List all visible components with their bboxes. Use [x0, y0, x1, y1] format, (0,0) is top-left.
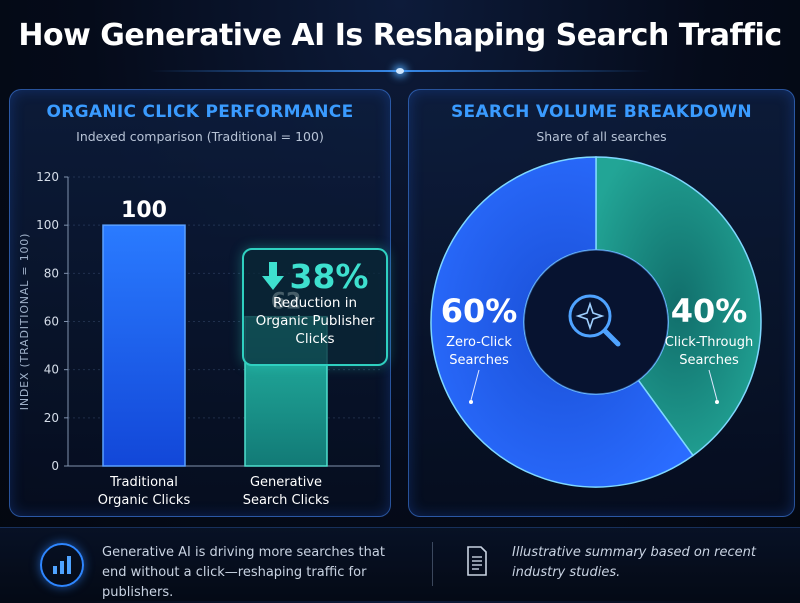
bar-value-label: 100: [121, 198, 167, 223]
callout-text: Reduction in Organic Publisher Clicks: [244, 294, 386, 348]
x-category-label: Traditional: [109, 475, 178, 490]
bar-chart-title: ORGANIC CLICK PERFORMANCE: [46, 102, 354, 122]
callout-value: 38%: [289, 256, 369, 296]
y-tick-label: 0: [51, 459, 59, 473]
y-tick-label: 100: [36, 218, 59, 232]
footer-summary: Generative AI is driving more searches t…: [102, 545, 385, 600]
callout-line: Organic Publisher: [255, 313, 375, 329]
donut-center: [523, 249, 669, 395]
slice-name-label: Searches: [449, 353, 509, 368]
y-tick-label: 40: [44, 363, 59, 377]
slice-leader-dot: [715, 400, 719, 404]
title-divider-dot: [396, 68, 404, 74]
slice-value-label: 60%: [441, 292, 518, 330]
footer-divider: [432, 542, 433, 586]
slice-name-label: Searches: [679, 353, 739, 368]
slice-leader-line: [708, 369, 718, 401]
donut-chart-subtitle: Share of all searches: [536, 129, 667, 144]
slice-name-label: Zero-Click: [446, 335, 512, 350]
donut-chart: 60% Zero-Click Searches 40% Click-Through Sea…: [430, 156, 762, 488]
reduction-callout: 38% Reduction in Organic Publisher Click…: [242, 248, 388, 366]
y-tick-label: 120: [36, 170, 59, 184]
bar-chart-icon: [40, 543, 84, 587]
slice-leader-dot: [469, 400, 473, 404]
y-tick-label: 80: [44, 266, 59, 280]
bar-chart-subtitle: Indexed comparison (Traditional = 100): [76, 129, 324, 144]
callout-line: Reduction in: [272, 295, 358, 311]
y-tick-label: 60: [44, 315, 59, 329]
document-icon: [467, 546, 487, 576]
search-sparkle-icon: [568, 294, 621, 347]
y-tick-label: 20: [44, 411, 59, 425]
y-axis-label: INDEX (TRADITIONAL = 100): [18, 233, 31, 410]
bar: [102, 224, 186, 467]
arrow-down-icon: [261, 262, 284, 290]
x-category-label: Organic Clicks: [98, 493, 191, 508]
slice-name-label: Click-Through: [665, 335, 753, 350]
organic-click-panel: ORGANIC CLICK PERFORMANCE Indexed compar…: [9, 89, 391, 517]
footer: Generative AI is driving more searches t…: [0, 527, 800, 601]
search-volume-panel: SEARCH VOLUME BREAKDOWN Share of all sea…: [408, 89, 795, 517]
x-category-label: Generative: [250, 475, 322, 490]
slice-value-label: 40%: [671, 292, 748, 330]
footer-source-note: Illustrative summary based on recent ind…: [512, 545, 757, 580]
page-title: How Generative AI Is Reshaping Search Tr…: [18, 18, 782, 53]
callout-line: Clicks: [295, 331, 335, 347]
donut-chart-title: SEARCH VOLUME BREAKDOWN: [451, 102, 752, 122]
x-category-label: Search Clicks: [243, 493, 330, 508]
slice-leader-line: [470, 369, 480, 401]
